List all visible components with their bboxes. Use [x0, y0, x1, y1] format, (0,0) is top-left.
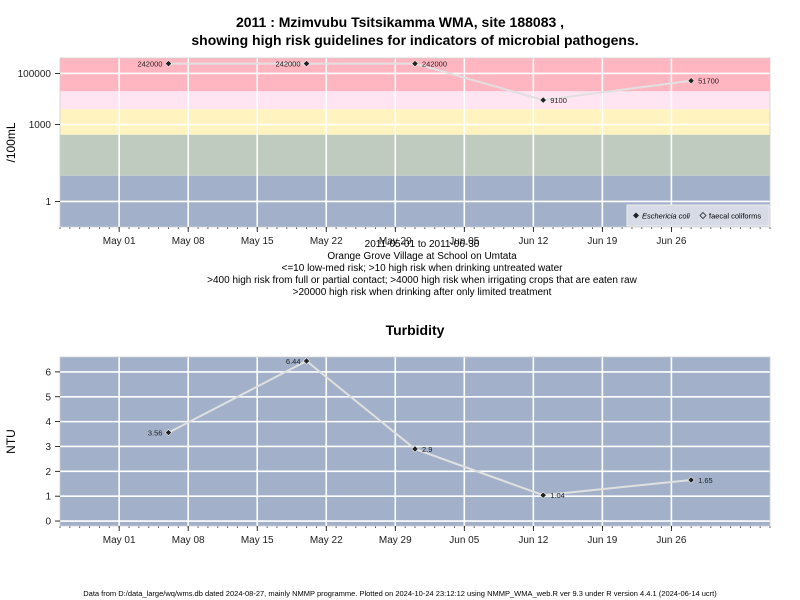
x-tick-label: Jun 19: [587, 535, 617, 546]
footer-note: Data from D:/data_large/wq/wms.db dated …: [83, 589, 717, 598]
data-label: 1.65: [698, 476, 713, 485]
y-tick-label: 0: [45, 517, 51, 528]
y-tick-label: 1000: [29, 120, 52, 131]
y-tick-label: 3: [45, 442, 51, 453]
plot-frame: [59, 356, 771, 527]
x-tick-label: May 29: [379, 236, 412, 247]
turbidity-title: Turbidity: [385, 322, 445, 338]
guideline-text-3: >20000 high risk when drinking after onl…: [292, 287, 552, 298]
x-tick-label: May 08: [172, 535, 205, 546]
data-label: 9100: [550, 96, 567, 105]
data-label: 51700: [698, 77, 719, 86]
risk-band-3: [60, 109, 770, 135]
data-point: [164, 59, 173, 68]
y-tick-label: 6: [45, 367, 51, 378]
y-tick-label: 1: [45, 197, 51, 208]
x-tick-label: May 22: [310, 236, 343, 247]
data-label: 3.56: [148, 429, 163, 438]
data-point: [411, 59, 419, 68]
x-tick-label: Jun 12: [518, 236, 548, 247]
x-tick-label: Jun 26: [656, 236, 686, 247]
y-tick-label: 4: [45, 417, 51, 428]
x-tick-label: May 08: [172, 236, 205, 247]
x-tick-label: May 15: [241, 535, 274, 546]
x-tick-label: Jun 05: [449, 535, 479, 546]
chart-title-line1: 2011 : Mzimvubu Tsitsikamma WMA, site 18…: [235, 14, 565, 30]
data-label: 2.9: [422, 445, 432, 454]
location-text: Orange Grove Village at School on Umtata: [327, 251, 517, 262]
x-tick-label: Jun 26: [656, 535, 686, 546]
x-tick-label: May 01: [103, 535, 136, 546]
y-axis-title: /100mL: [4, 122, 18, 162]
x-tick-label: Jun 12: [518, 535, 548, 546]
legend-label-faecal: faecal coliforms: [709, 212, 761, 221]
legend-marker-faecal: [699, 211, 707, 220]
plot-frame: [59, 57, 771, 228]
legend-box: [626, 204, 770, 227]
data-label: 1.04: [550, 491, 565, 500]
guideline-text-2: >400 high risk from full or partial cont…: [207, 275, 637, 286]
x-tick-label: May 01: [103, 236, 136, 247]
data-point: [687, 476, 695, 484]
x-tick-label: May 15: [241, 236, 274, 247]
data-label: 242000: [275, 60, 300, 69]
y-tick-label: 100000: [18, 69, 52, 80]
data-label: 242000: [137, 60, 162, 69]
data-point: [302, 357, 311, 365]
risk-band-2: [60, 91, 770, 110]
risk-band-4: [60, 134, 770, 176]
data-point: [411, 445, 419, 453]
data-point: [164, 428, 173, 437]
date-range-text: 2011-05-01 to 2011-06-30: [364, 239, 480, 250]
y-tick-label: 5: [45, 392, 51, 403]
y-tick-label: 1: [45, 492, 51, 503]
data-label: 242000: [422, 60, 447, 69]
data-point: [539, 491, 547, 499]
plot-background: [60, 357, 770, 526]
x-tick-label: Jun 05: [449, 236, 479, 247]
x-tick-label: May 29: [379, 535, 412, 546]
legend-label-ecoli: Eschericia coli: [642, 212, 690, 221]
x-tick-label: May 22: [310, 535, 343, 546]
y-axis-title: NTU: [4, 429, 18, 454]
x-tick-label: Jun 19: [587, 236, 617, 247]
data-point: [539, 96, 547, 104]
data-point: [302, 59, 311, 68]
data-label: 6.44: [286, 357, 301, 366]
chart-title-line2: showing high risk guidelines for indicat…: [191, 32, 639, 48]
legend-marker-ecoli: [633, 212, 639, 219]
data-point: [687, 77, 695, 85]
guideline-text-1: <=10 low-med risk; >10 high risk when dr…: [281, 263, 563, 274]
y-tick-label: 2: [45, 467, 51, 478]
